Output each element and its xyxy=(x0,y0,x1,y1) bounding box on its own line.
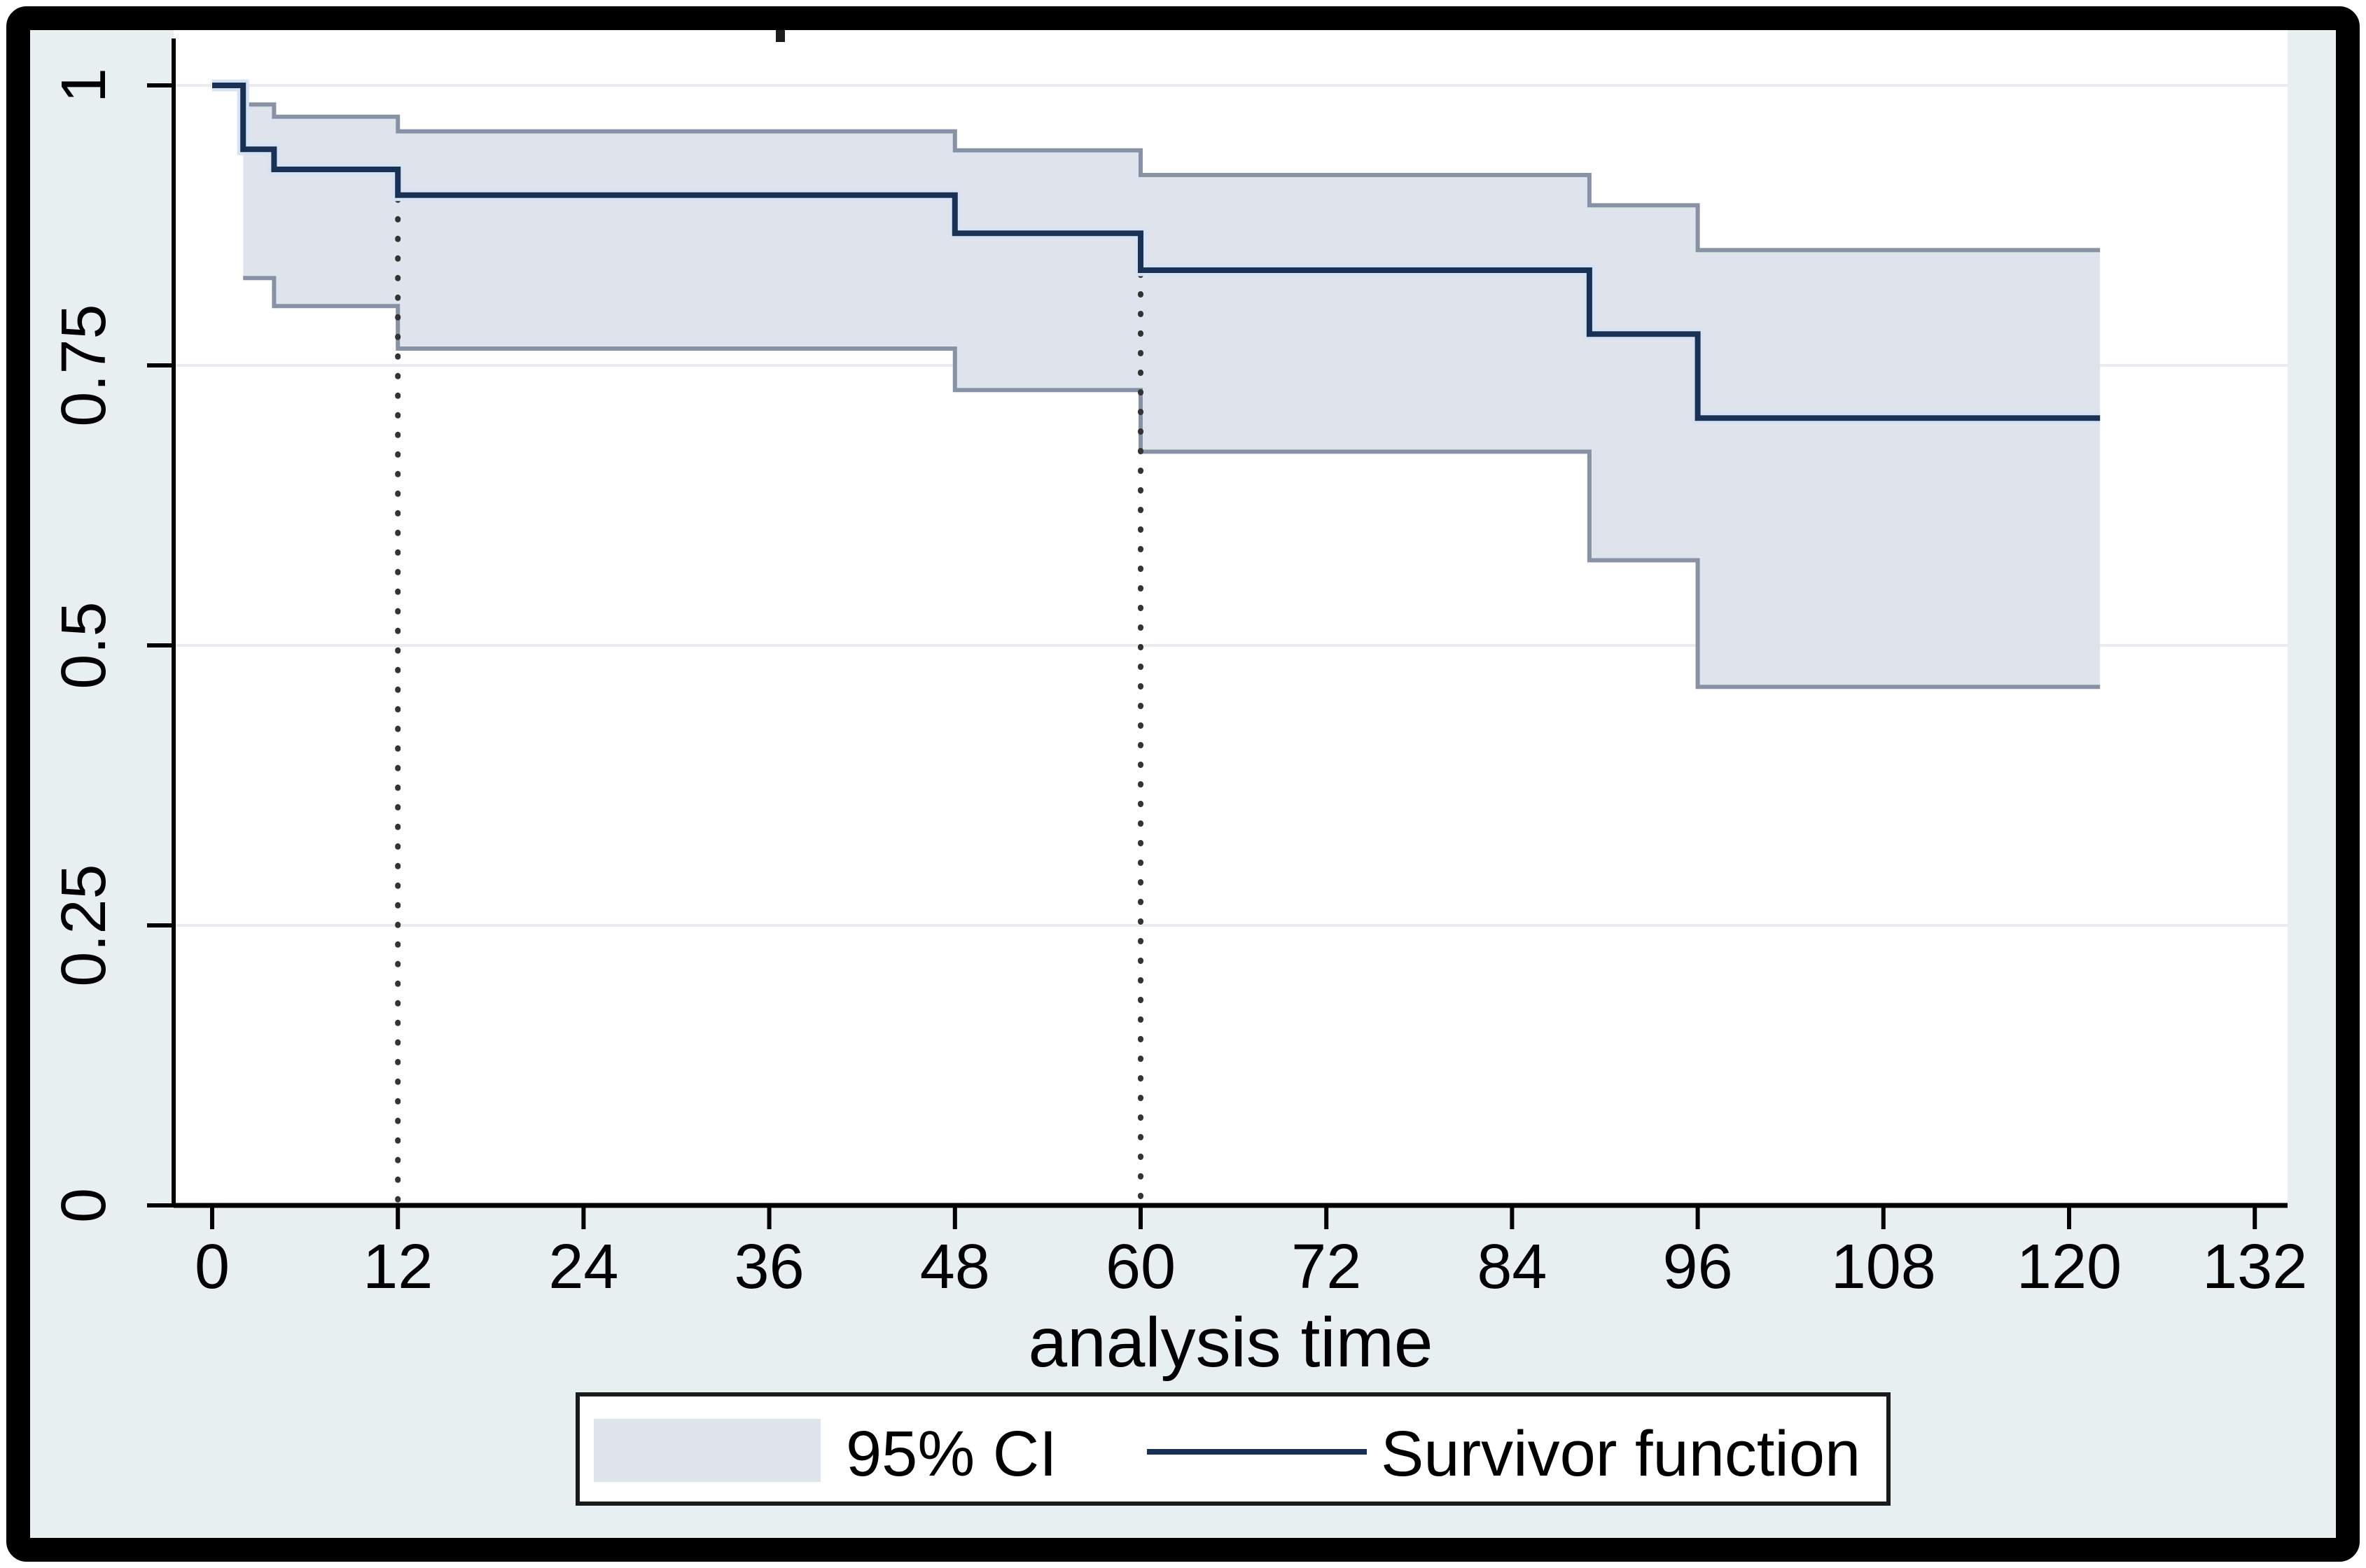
legend-line-label: Survivor function xyxy=(1381,1418,1860,1490)
x-tick-label: 60 xyxy=(1106,1232,1176,1302)
ci-band xyxy=(243,104,2101,687)
legend-ci-swatch xyxy=(594,1419,821,1482)
x-tick-label: 120 xyxy=(2017,1232,2122,1302)
x-tick-label: 72 xyxy=(1291,1232,1361,1302)
cropped-title-remnant xyxy=(776,30,785,42)
x-tick-label: 36 xyxy=(735,1232,805,1302)
y-tick-label: 0.5 xyxy=(49,601,119,689)
x-tick-label: 24 xyxy=(548,1232,618,1302)
x-tick-label: 0 xyxy=(195,1232,230,1302)
legend-ci-label: 95% CI xyxy=(846,1418,1057,1490)
y-tick-label: 0 xyxy=(49,1188,119,1223)
y-tick-label: 0.75 xyxy=(49,304,119,426)
y-tick-label: 0.25 xyxy=(49,864,119,986)
x-tick-label: 132 xyxy=(2202,1232,2307,1302)
y-tick-label: 1 xyxy=(49,68,119,103)
ci-upper-edge xyxy=(243,102,2101,253)
x-tick-label: 84 xyxy=(1477,1232,1547,1302)
x-tick-label: 48 xyxy=(920,1232,990,1302)
x-tick-label: 96 xyxy=(1663,1232,1733,1302)
x-tick-label: 12 xyxy=(363,1232,433,1302)
survivor-line xyxy=(212,83,2101,421)
x-axis-title: analysis time xyxy=(1029,1303,1433,1382)
ci-lower-edge xyxy=(243,276,2101,690)
x-tick-label: 108 xyxy=(1831,1232,1936,1302)
